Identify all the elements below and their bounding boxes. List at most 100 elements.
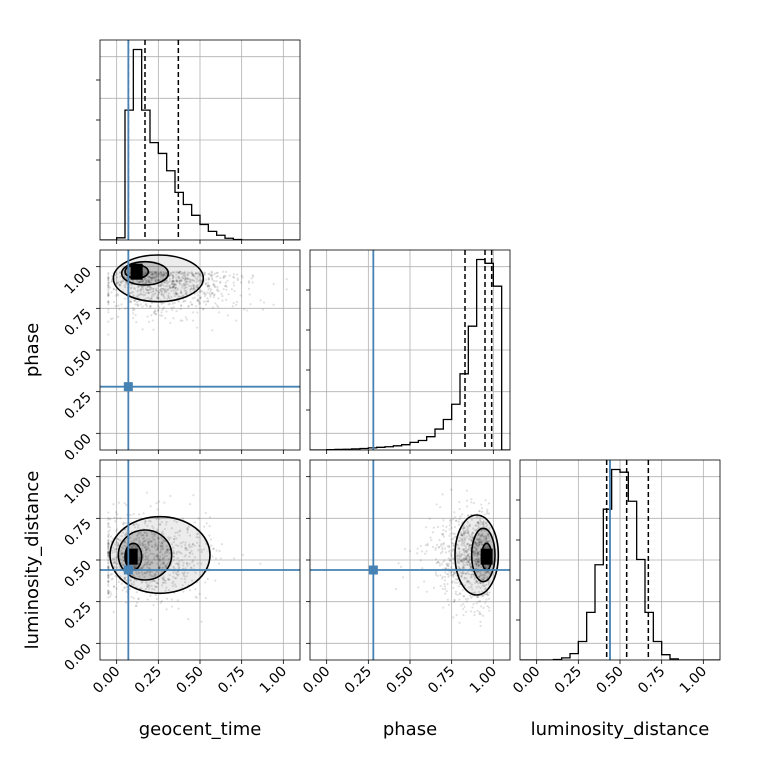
scatter-point <box>451 557 455 560</box>
scatter-point <box>122 552 125 555</box>
scatter-point <box>138 541 141 544</box>
scatter-point <box>145 551 148 554</box>
scatter-point <box>184 567 187 570</box>
scatter-point <box>232 273 235 276</box>
scatter-point <box>144 571 147 575</box>
scatter-point <box>146 278 150 281</box>
scatter-point <box>158 559 161 562</box>
scatter-point <box>459 554 462 557</box>
scatter-point <box>107 276 110 280</box>
scatter-point <box>476 609 479 612</box>
density-peak-0 <box>130 263 143 280</box>
scatter-point <box>162 284 165 287</box>
scatter-point <box>160 273 163 276</box>
scatter-point <box>146 545 150 548</box>
scatter-point <box>184 289 188 293</box>
scatter-point <box>115 282 118 285</box>
scatter-point <box>466 543 469 546</box>
scatter-point <box>159 314 162 317</box>
scatter-point <box>107 566 110 569</box>
scatter-point <box>171 280 174 283</box>
scatter-point <box>166 294 170 297</box>
scatter-point <box>483 576 486 580</box>
scatter-point <box>194 285 197 288</box>
scatter-point <box>133 537 136 541</box>
scatter-point <box>186 273 189 276</box>
scatter-point <box>480 507 484 510</box>
scatter-point <box>488 579 491 582</box>
scatter-point <box>165 289 168 292</box>
scatter-point <box>172 282 175 285</box>
scatter-point <box>107 551 110 554</box>
scatter-point <box>137 513 141 516</box>
scatter-point <box>206 281 209 284</box>
scatter-point <box>168 285 172 288</box>
scatter-point <box>107 539 110 542</box>
scatter-point <box>437 546 440 549</box>
scatter-point <box>476 553 480 556</box>
scatter-point <box>146 285 149 289</box>
scatter-point <box>161 283 164 286</box>
scatter-point <box>214 302 217 305</box>
scatter-point <box>133 286 136 290</box>
scatter-point <box>163 539 166 543</box>
scatter-point <box>484 546 487 549</box>
scatter-point <box>197 272 200 275</box>
scatter-point <box>177 567 180 570</box>
scatter-point <box>449 574 452 577</box>
scatter-point <box>486 592 489 595</box>
scatter-point <box>117 280 120 283</box>
scatter-point <box>446 598 449 601</box>
scatter-point <box>193 521 196 524</box>
scatter-point <box>477 560 480 563</box>
scatter-point <box>461 534 464 537</box>
scatter-point <box>149 280 152 284</box>
scatter-point <box>454 519 458 522</box>
scatter-point <box>159 544 162 547</box>
scatter-point <box>107 575 110 578</box>
scatter-point <box>487 606 491 609</box>
scatter-point <box>156 536 160 539</box>
scatter-point <box>480 581 483 585</box>
scatter-point <box>179 304 183 307</box>
scatter-point <box>179 542 182 545</box>
scatter-point <box>107 573 110 577</box>
scatter-point <box>112 287 116 290</box>
scatter-point <box>485 534 488 537</box>
scatter-point <box>476 551 479 554</box>
scatter-point <box>148 305 152 308</box>
scatter-point <box>148 519 151 523</box>
scatter-point <box>133 566 136 569</box>
scatter-point <box>233 557 236 560</box>
scatter-point <box>107 293 110 296</box>
scatter-point <box>473 613 476 617</box>
scatter-point <box>474 579 478 582</box>
scatter-point <box>192 274 196 277</box>
scatter-point <box>166 551 169 554</box>
scatter-point <box>462 613 465 617</box>
scatter-point <box>464 597 467 601</box>
scatter-point <box>441 587 444 590</box>
scatter-point <box>195 596 198 599</box>
scatter-point <box>185 291 188 294</box>
scatter-point <box>481 594 484 598</box>
scatter-point <box>143 563 146 566</box>
scatter-point <box>191 278 194 282</box>
scatter-point <box>471 606 474 609</box>
scatter-point <box>183 274 186 277</box>
scatter-point <box>204 581 207 584</box>
scatter-point <box>239 294 242 297</box>
scatter-point <box>144 281 148 284</box>
scatter-point <box>107 320 110 323</box>
scatter-point <box>183 287 186 290</box>
scatter-point <box>462 560 465 564</box>
scatter-point <box>112 585 116 588</box>
scatter-point <box>484 521 487 524</box>
scatter-point <box>463 550 466 553</box>
scatter-point <box>167 578 170 581</box>
scatter-point <box>107 549 110 553</box>
scatter-point <box>478 581 482 584</box>
scatter-point <box>150 584 153 587</box>
scatter-point <box>465 551 469 554</box>
scatter-point <box>162 271 165 274</box>
